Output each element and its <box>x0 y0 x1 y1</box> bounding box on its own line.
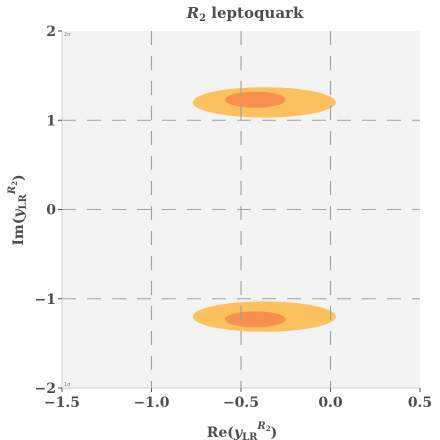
y-label-sup: R <box>7 186 18 195</box>
title-subscript: 2 <box>199 13 206 24</box>
contour-inner-upper <box>224 91 286 108</box>
y-tick-label: 1 <box>46 113 56 129</box>
y-tick-label: −2 <box>35 381 56 397</box>
x-label-symbol: y <box>233 425 243 440</box>
y-tick-label: −1 <box>35 292 56 308</box>
y-label-symbol: y <box>11 209 27 219</box>
title-symbol: R <box>186 4 199 22</box>
y-label-sub: LR <box>18 193 29 209</box>
x-tick-label: −0.5 <box>223 395 259 411</box>
corner-mark: 2σ <box>64 32 71 38</box>
contour-inner-lower <box>224 311 286 328</box>
y-tick-label: 0 <box>46 203 56 219</box>
contour-regions <box>192 87 336 332</box>
tick-labels: −1.5 −1.0 −0.5 0.0 0.5 2 1 0 −1 −2 <box>35 24 433 411</box>
y-label-supsub: 2 <box>10 181 19 186</box>
x-label-sub: LR <box>242 432 258 440</box>
y-label-post: ) <box>11 174 27 181</box>
x-axis-label: Re(yLRR2) <box>207 421 277 440</box>
corner-marks: 2σ 1σ <box>64 32 71 388</box>
x-label-post: ) <box>271 425 278 440</box>
y-tick-label: 2 <box>46 24 56 40</box>
y-axis-label: Im(yLRR2) <box>7 174 29 245</box>
x-tick-label: −1.0 <box>133 395 169 411</box>
axes-frame <box>58 30 421 392</box>
x-tick-label: 0.5 <box>408 395 432 411</box>
corner-mark: 1σ <box>64 382 71 388</box>
x-tick-label: −1.5 <box>44 395 80 411</box>
x-label-pre: Re( <box>207 425 234 440</box>
reference-lines <box>62 31 420 388</box>
x-tick-label: 0.0 <box>318 395 343 411</box>
x-label-sup: R <box>256 421 265 432</box>
title-rest: leptoquark <box>206 4 304 22</box>
y-label-pre: Im( <box>11 218 27 246</box>
x-label-supsub: 2 <box>266 424 271 433</box>
chart-title: R2 leptoquark <box>186 4 304 24</box>
